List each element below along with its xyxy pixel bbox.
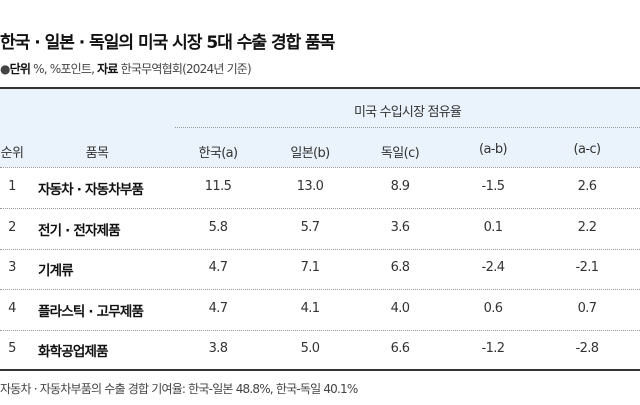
cell-germany: 6.8 xyxy=(390,260,410,275)
top-rule xyxy=(0,87,640,89)
cell-korea: 4.7 xyxy=(208,260,228,275)
page-title: 한국 · 일본 · 독일의 미국 시장 5대 수출 경합 품목 xyxy=(0,33,335,53)
cell-item: 화학공업제품 xyxy=(38,344,109,360)
row-divider xyxy=(0,208,640,209)
source-value: 한국무역협회(2024년 기준) xyxy=(117,62,252,76)
header-rank: 순위 xyxy=(0,146,24,161)
header-germany: 독일(c) xyxy=(380,146,420,161)
cell-a-minus-b: 0.1 xyxy=(483,219,503,235)
cell-japan: 5.0 xyxy=(300,341,320,356)
cell-japan: 13.0 xyxy=(296,179,324,194)
cell-korea: 4.7 xyxy=(208,300,228,316)
header-item: 품목 xyxy=(85,146,109,161)
cell-a-minus-c: 0.7 xyxy=(577,300,597,316)
cell-rank: 1 xyxy=(8,179,16,194)
cell-a-minus-b: -2.4 xyxy=(481,260,506,275)
cell-a-minus-c: 2.2 xyxy=(577,219,597,235)
cell-a-minus-c: -2.1 xyxy=(575,260,600,275)
bullet: ● xyxy=(0,62,10,76)
cell-item: 플라스틱 · 고무제품 xyxy=(38,303,144,320)
cell-item: 기계류 xyxy=(38,263,74,279)
unit-label: 단위 xyxy=(9,62,31,76)
cell-korea: 11.5 xyxy=(204,179,232,194)
cell-korea: 3.8 xyxy=(208,341,228,356)
cell-rank: 4 xyxy=(8,300,16,316)
row-divider xyxy=(0,289,640,290)
unit-value: %, %포인트, xyxy=(30,62,98,76)
subtitle: ●단위 %, %포인트, 자료 한국무역협회(2024년 기준) xyxy=(0,60,252,77)
row-divider xyxy=(0,329,640,331)
cell-a-minus-b: -1.5 xyxy=(481,179,506,194)
header-a-minus-b: (a-b) xyxy=(478,142,508,157)
cell-japan: 4.1 xyxy=(300,300,320,316)
row-divider xyxy=(0,248,640,250)
cell-germany: 4.0 xyxy=(390,300,410,316)
group-divider xyxy=(175,127,640,128)
cell-japan: 5.7 xyxy=(300,219,320,235)
source-label: 자료 xyxy=(97,62,118,76)
table-header-band xyxy=(0,89,640,167)
cell-rank: 2 xyxy=(8,219,16,235)
cell-rank: 3 xyxy=(8,260,16,275)
cell-a-minus-b: 0.6 xyxy=(483,300,503,316)
group-header: 미국 수입시장 점유율 xyxy=(353,105,462,120)
cell-item: 전기 · 전자제품 xyxy=(38,222,121,239)
cell-a-minus-b: -1.2 xyxy=(481,341,506,356)
cell-a-minus-c: 2.6 xyxy=(577,179,597,194)
header-japan: 일본(b) xyxy=(290,146,330,161)
cell-item: 자동차 · 자동차부품 xyxy=(38,182,144,198)
cell-rank: 5 xyxy=(8,341,16,356)
cell-korea: 5.8 xyxy=(208,219,228,235)
cell-a-minus-c: -2.8 xyxy=(575,341,600,356)
header-a-minus-c: (a-c) xyxy=(573,142,602,157)
row-divider xyxy=(0,167,640,168)
cell-japan: 7.1 xyxy=(300,260,320,275)
cell-germany: 6.6 xyxy=(390,341,410,356)
footnote: 자동차 · 자동차부품의 수출 경합 기여율: 한국-일본 48.8%, 한국-… xyxy=(0,382,358,396)
header-korea: 한국(a) xyxy=(198,146,238,161)
cell-germany: 3.6 xyxy=(390,219,410,235)
bottom-rule xyxy=(0,369,640,371)
cell-germany: 8.9 xyxy=(390,179,410,194)
